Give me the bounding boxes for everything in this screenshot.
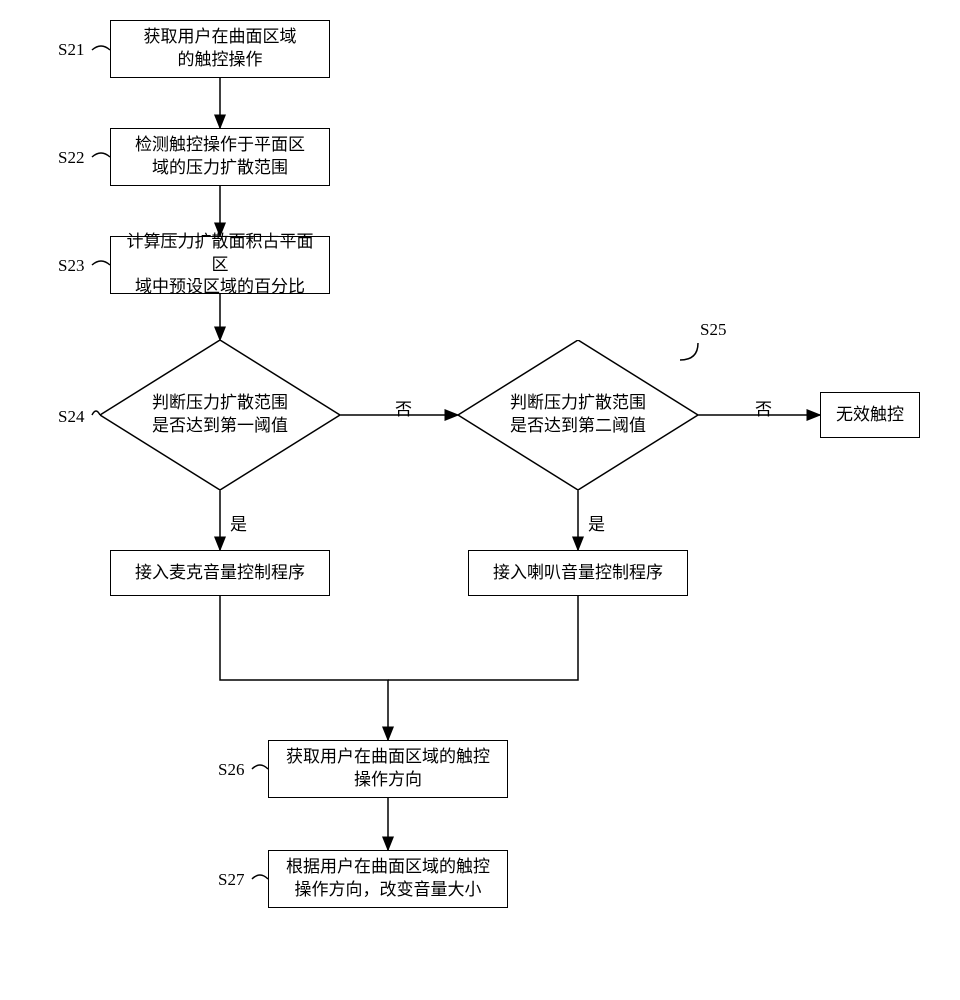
flowchart-node-s22: 检测触控操作于平面区域的压力扩散范围 (110, 128, 330, 186)
step-label-s24: S24 (58, 407, 84, 427)
flowchart-decision-s25: 判断压力扩散范围是否达到第二阈值 (458, 340, 698, 490)
edge-label-6: 是 (588, 510, 605, 535)
step-label-s23: S23 (58, 256, 84, 276)
flowchart-node-mic: 接入麦克音量控制程序 (110, 550, 330, 596)
edge-label-3: 否 (395, 395, 412, 420)
step-label-s21: S21 (58, 40, 84, 60)
flowchart-node-s21: 获取用户在曲面区域的触控操作 (110, 20, 330, 78)
flowchart-node-s23: 计算压力扩散面积占平面区域中预设区域的百分比 (110, 236, 330, 294)
flowchart-node-s26: 获取用户在曲面区域的触控操作方向 (268, 740, 508, 798)
step-label-s25: S25 (700, 320, 726, 340)
flowchart-node-invalid: 无效触控 (820, 392, 920, 438)
edge-label-5: 是 (230, 510, 247, 535)
flowchart-node-s27: 根据用户在曲面区域的触控操作方向，改变音量大小 (268, 850, 508, 908)
step-label-s26: S26 (218, 760, 244, 780)
edge-label-4: 否 (755, 395, 772, 420)
flowchart-node-spk: 接入喇叭音量控制程序 (468, 550, 688, 596)
step-label-s22: S22 (58, 148, 84, 168)
flowchart-decision-s24: 判断压力扩散范围是否达到第一阈值 (100, 340, 340, 490)
step-label-s27: S27 (218, 870, 244, 890)
